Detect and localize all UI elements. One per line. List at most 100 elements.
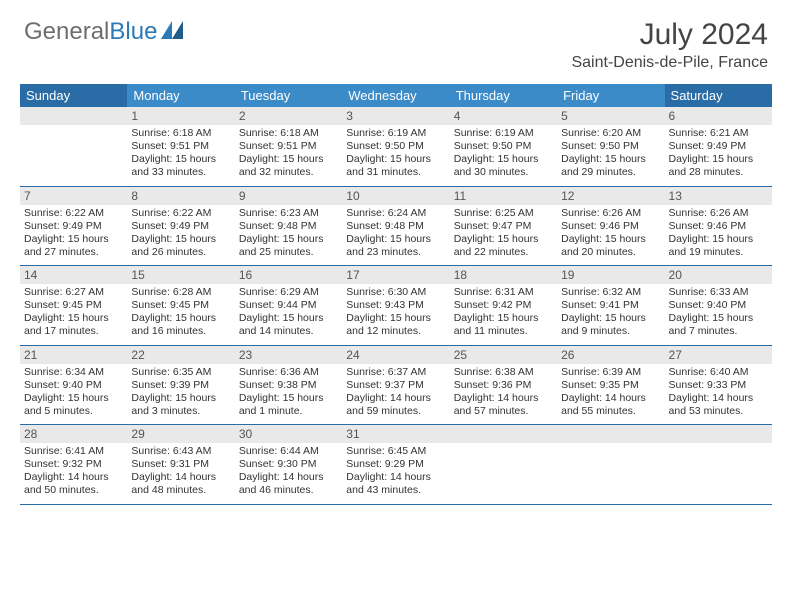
sunrise-text: Sunrise: 6:29 AM [239,286,338,299]
daylight-text: Daylight: 15 hours and 26 minutes. [131,233,230,259]
day-number: 30 [235,425,342,443]
daylight-text: Daylight: 15 hours and 19 minutes. [669,233,768,259]
sunset-text: Sunset: 9:48 PM [239,220,338,233]
sunrise-text: Sunrise: 6:28 AM [131,286,230,299]
daylight-text: Daylight: 15 hours and 16 minutes. [131,312,230,338]
day-number [20,107,127,125]
calendar: SundayMondayTuesdayWednesdayThursdayFrid… [20,84,772,505]
day-body: Sunrise: 6:36 AMSunset: 9:38 PMDaylight:… [235,364,342,425]
week-row: 1Sunrise: 6:18 AMSunset: 9:51 PMDaylight… [20,107,772,187]
day-number: 11 [450,187,557,205]
day-body: Sunrise: 6:28 AMSunset: 9:45 PMDaylight:… [127,284,234,345]
day-cell: 10Sunrise: 6:24 AMSunset: 9:48 PMDayligh… [342,187,449,266]
day-number: 13 [665,187,772,205]
sunset-text: Sunset: 9:30 PM [239,458,338,471]
day-body: Sunrise: 6:26 AMSunset: 9:46 PMDaylight:… [557,205,664,266]
sunset-text: Sunset: 9:31 PM [131,458,230,471]
day-body: Sunrise: 6:18 AMSunset: 9:51 PMDaylight:… [235,125,342,186]
day-body: Sunrise: 6:37 AMSunset: 9:37 PMDaylight:… [342,364,449,425]
sunset-text: Sunset: 9:35 PM [561,379,660,392]
day-header: Friday [557,84,664,107]
sunset-text: Sunset: 9:42 PM [454,299,553,312]
location: Saint-Denis-de-Pile, France [571,54,768,72]
daylight-text: Daylight: 15 hours and 14 minutes. [239,312,338,338]
sunrise-text: Sunrise: 6:30 AM [346,286,445,299]
day-cell: 1Sunrise: 6:18 AMSunset: 9:51 PMDaylight… [127,107,234,186]
day-cell: 12Sunrise: 6:26 AMSunset: 9:46 PMDayligh… [557,187,664,266]
sunrise-text: Sunrise: 6:26 AM [669,207,768,220]
sunrise-text: Sunrise: 6:35 AM [131,366,230,379]
day-number: 7 [20,187,127,205]
daylight-text: Daylight: 14 hours and 50 minutes. [24,471,123,497]
day-cell: 6Sunrise: 6:21 AMSunset: 9:49 PMDaylight… [665,107,772,186]
day-number [557,425,664,443]
sunrise-text: Sunrise: 6:23 AM [239,207,338,220]
day-body: Sunrise: 6:39 AMSunset: 9:35 PMDaylight:… [557,364,664,425]
day-cell: 3Sunrise: 6:19 AMSunset: 9:50 PMDaylight… [342,107,449,186]
day-body: Sunrise: 6:22 AMSunset: 9:49 PMDaylight:… [127,205,234,266]
day-number: 18 [450,266,557,284]
day-body: Sunrise: 6:45 AMSunset: 9:29 PMDaylight:… [342,443,449,504]
day-cell: 22Sunrise: 6:35 AMSunset: 9:39 PMDayligh… [127,346,234,425]
day-cell: 5Sunrise: 6:20 AMSunset: 9:50 PMDaylight… [557,107,664,186]
sunset-text: Sunset: 9:36 PM [454,379,553,392]
daylight-text: Daylight: 15 hours and 17 minutes. [24,312,123,338]
day-cell: 28Sunrise: 6:41 AMSunset: 9:32 PMDayligh… [20,425,127,504]
day-body [20,125,127,133]
day-cell [20,107,127,186]
day-cell: 8Sunrise: 6:22 AMSunset: 9:49 PMDaylight… [127,187,234,266]
sunset-text: Sunset: 9:50 PM [454,140,553,153]
sunrise-text: Sunrise: 6:22 AM [24,207,123,220]
day-cell: 21Sunrise: 6:34 AMSunset: 9:40 PMDayligh… [20,346,127,425]
sunrise-text: Sunrise: 6:27 AM [24,286,123,299]
day-number: 19 [557,266,664,284]
daylight-text: Daylight: 15 hours and 5 minutes. [24,392,123,418]
daylight-text: Daylight: 14 hours and 46 minutes. [239,471,338,497]
day-header: Tuesday [235,84,342,107]
day-body [665,443,772,451]
day-header: Sunday [20,84,127,107]
day-cell: 18Sunrise: 6:31 AMSunset: 9:42 PMDayligh… [450,266,557,345]
day-cell: 31Sunrise: 6:45 AMSunset: 9:29 PMDayligh… [342,425,449,504]
day-header: Thursday [450,84,557,107]
day-number: 12 [557,187,664,205]
sunset-text: Sunset: 9:38 PM [239,379,338,392]
sunrise-text: Sunrise: 6:25 AM [454,207,553,220]
week-row: 28Sunrise: 6:41 AMSunset: 9:32 PMDayligh… [20,425,772,505]
sunrise-text: Sunrise: 6:18 AM [239,127,338,140]
sunrise-text: Sunrise: 6:43 AM [131,445,230,458]
daylight-text: Daylight: 15 hours and 27 minutes. [24,233,123,259]
day-number [450,425,557,443]
day-cell: 20Sunrise: 6:33 AMSunset: 9:40 PMDayligh… [665,266,772,345]
sunset-text: Sunset: 9:41 PM [561,299,660,312]
sunset-text: Sunset: 9:47 PM [454,220,553,233]
day-header: Monday [127,84,234,107]
day-cell: 30Sunrise: 6:44 AMSunset: 9:30 PMDayligh… [235,425,342,504]
daylight-text: Daylight: 14 hours and 57 minutes. [454,392,553,418]
day-body: Sunrise: 6:30 AMSunset: 9:43 PMDaylight:… [342,284,449,345]
sunrise-text: Sunrise: 6:36 AM [239,366,338,379]
daylight-text: Daylight: 14 hours and 53 minutes. [669,392,768,418]
day-cell: 2Sunrise: 6:18 AMSunset: 9:51 PMDaylight… [235,107,342,186]
day-body: Sunrise: 6:18 AMSunset: 9:51 PMDaylight:… [127,125,234,186]
sunrise-text: Sunrise: 6:18 AM [131,127,230,140]
day-body: Sunrise: 6:21 AMSunset: 9:49 PMDaylight:… [665,125,772,186]
sunset-text: Sunset: 9:46 PM [669,220,768,233]
sunset-text: Sunset: 9:48 PM [346,220,445,233]
sunset-text: Sunset: 9:40 PM [24,379,123,392]
day-body: Sunrise: 6:41 AMSunset: 9:32 PMDaylight:… [20,443,127,504]
sunset-text: Sunset: 9:43 PM [346,299,445,312]
day-cell: 24Sunrise: 6:37 AMSunset: 9:37 PMDayligh… [342,346,449,425]
day-number: 21 [20,346,127,364]
day-cell: 27Sunrise: 6:40 AMSunset: 9:33 PMDayligh… [665,346,772,425]
logo: GeneralBlue [24,18,183,46]
day-cell: 25Sunrise: 6:38 AMSunset: 9:36 PMDayligh… [450,346,557,425]
daylight-text: Daylight: 14 hours and 55 minutes. [561,392,660,418]
day-number: 6 [665,107,772,125]
day-cell: 14Sunrise: 6:27 AMSunset: 9:45 PMDayligh… [20,266,127,345]
day-number: 4 [450,107,557,125]
daylight-text: Daylight: 14 hours and 59 minutes. [346,392,445,418]
day-number: 2 [235,107,342,125]
week-row: 14Sunrise: 6:27 AMSunset: 9:45 PMDayligh… [20,266,772,346]
day-body [557,443,664,451]
